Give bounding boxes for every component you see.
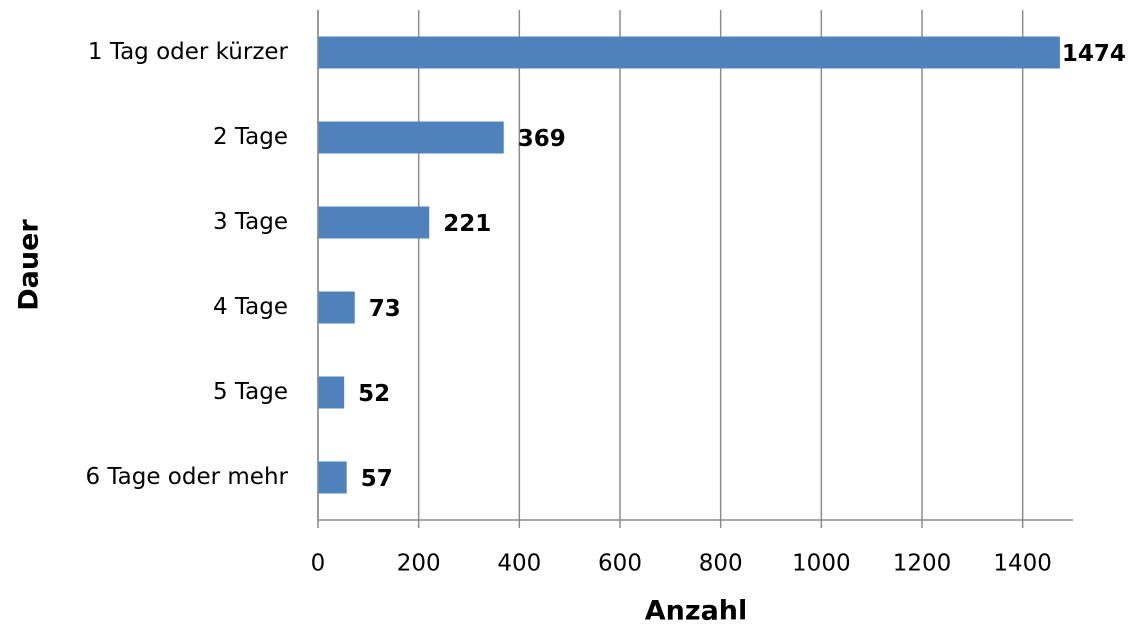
x-tick-label: 1200 [893, 551, 952, 577]
x-tick-label: 1000 [792, 551, 851, 577]
x-tick-label: 200 [397, 551, 441, 577]
value-label: 369 [518, 126, 566, 152]
x-tick-label: 800 [699, 551, 743, 577]
x-tick-label: 1400 [993, 551, 1052, 577]
y-tick-label: 1 Tag oder kürzer [88, 39, 289, 65]
value-label: 57 [361, 466, 393, 492]
x-tick-label: 0 [311, 551, 326, 577]
x-tick-label: 600 [598, 551, 642, 577]
bar [318, 376, 345, 409]
bar [318, 461, 347, 494]
bar [318, 206, 430, 239]
x-axis-title: Anzahl [645, 596, 748, 627]
y-tick-label: 4 Tage [213, 294, 288, 320]
y-tick-label: 6 Tage oder mehr [85, 464, 288, 490]
bar [318, 36, 1060, 69]
x-tick-label: 400 [497, 551, 541, 577]
value-label: 1474 [1062, 41, 1126, 67]
y-axis-title: Dauer [14, 219, 45, 311]
y-tick-label: 3 Tage [213, 209, 288, 235]
y-tick-label: 2 Tage [213, 124, 288, 150]
value-label: 73 [369, 296, 401, 322]
value-label: 221 [443, 211, 491, 237]
y-tick-label: 5 Tage [213, 379, 288, 405]
bar [318, 291, 355, 324]
value-label: 52 [358, 381, 390, 407]
bar [318, 121, 504, 154]
